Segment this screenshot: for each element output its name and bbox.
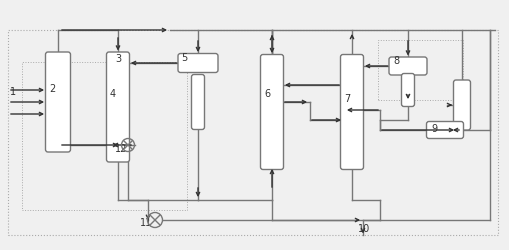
Text: 10: 10 xyxy=(357,224,370,234)
FancyBboxPatch shape xyxy=(388,57,426,75)
Text: 6: 6 xyxy=(264,89,270,99)
FancyBboxPatch shape xyxy=(260,54,283,170)
FancyBboxPatch shape xyxy=(191,74,204,130)
Text: 2: 2 xyxy=(49,84,55,94)
Text: 5: 5 xyxy=(181,53,187,63)
Bar xyxy=(8,30,497,235)
FancyBboxPatch shape xyxy=(45,52,70,152)
FancyBboxPatch shape xyxy=(426,122,463,138)
FancyBboxPatch shape xyxy=(178,54,217,72)
Text: 4: 4 xyxy=(110,89,116,99)
Bar xyxy=(377,40,462,100)
FancyBboxPatch shape xyxy=(340,54,363,170)
Text: 11: 11 xyxy=(140,218,152,228)
Text: 8: 8 xyxy=(393,56,399,66)
Text: 12: 12 xyxy=(115,144,127,154)
FancyBboxPatch shape xyxy=(453,80,470,130)
Text: 7: 7 xyxy=(344,94,350,104)
Text: 9: 9 xyxy=(430,124,436,134)
Text: 3: 3 xyxy=(115,54,121,64)
FancyBboxPatch shape xyxy=(401,74,414,106)
Text: 1: 1 xyxy=(10,87,16,97)
Bar xyxy=(22,62,187,210)
FancyBboxPatch shape xyxy=(106,52,129,162)
